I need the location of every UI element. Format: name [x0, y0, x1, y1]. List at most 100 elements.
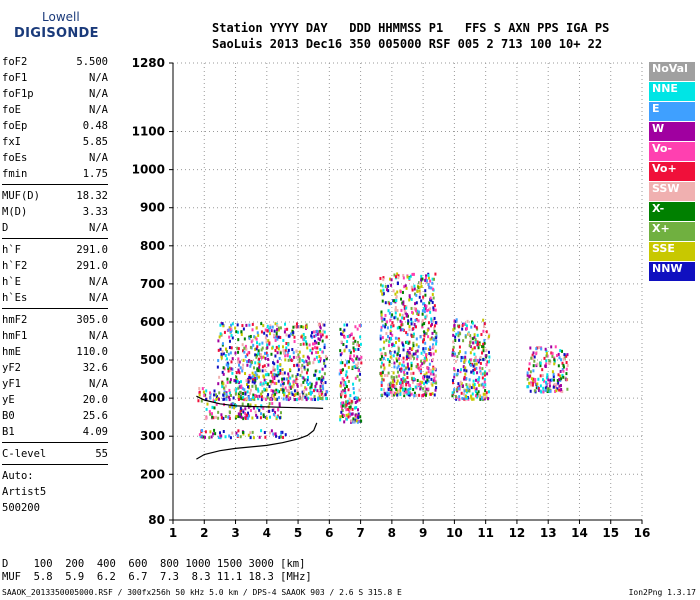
echo-point	[407, 388, 410, 392]
echo-point	[221, 385, 224, 389]
echo-point	[275, 391, 278, 395]
echo-point	[319, 332, 322, 336]
echo-point	[413, 394, 416, 398]
echo-point	[461, 397, 464, 401]
digisonde-logo: Lowell DIGISONDE	[14, 10, 104, 44]
echo-point	[402, 360, 405, 364]
echo-point	[548, 359, 551, 363]
echo-point	[416, 383, 419, 387]
echo-point	[470, 325, 473, 329]
echo-point	[551, 370, 554, 374]
echo-point	[408, 296, 411, 300]
echo-point	[473, 362, 476, 366]
echo-point	[419, 369, 422, 373]
echo-point	[425, 279, 428, 283]
echo-point	[462, 365, 465, 369]
echo-point	[296, 398, 299, 402]
x-tick-label: 10	[446, 526, 463, 540]
echo-point	[226, 365, 229, 369]
echo-point	[399, 381, 402, 385]
echo-point	[418, 295, 421, 299]
echo-point	[393, 350, 396, 354]
echo-point	[470, 396, 473, 400]
echo-point	[251, 375, 254, 379]
echo-point	[427, 370, 430, 374]
echo-point	[401, 316, 404, 320]
echo-point	[292, 325, 295, 329]
echo-point	[472, 369, 475, 373]
echo-point	[406, 275, 409, 279]
echo-point	[349, 353, 352, 357]
echo-point	[535, 347, 538, 351]
echo-point	[419, 335, 422, 339]
y-tick-label: 900	[140, 201, 165, 215]
echo-point	[273, 374, 276, 378]
echo-point	[299, 373, 302, 377]
echo-point	[380, 380, 383, 384]
echo-point	[355, 406, 358, 410]
echo-point	[269, 415, 272, 419]
echo-point	[464, 335, 467, 339]
param-value: N/A	[89, 222, 108, 234]
echo-point	[269, 324, 272, 328]
echo-point	[420, 394, 423, 398]
echo-point	[559, 369, 562, 373]
echo-point	[237, 392, 240, 396]
echo-point	[390, 278, 393, 282]
echo-point	[222, 386, 225, 390]
echo-point	[292, 331, 295, 335]
echo-point	[349, 356, 352, 360]
echo-point	[482, 395, 485, 399]
echo-point	[319, 326, 322, 330]
echo-point	[305, 342, 308, 346]
echo-point	[238, 391, 241, 395]
param-name: h`Es	[2, 292, 28, 304]
echo-point	[560, 377, 563, 381]
echo-point	[415, 317, 418, 321]
echo-point	[265, 416, 268, 420]
echo-point	[396, 370, 399, 374]
echo-point	[421, 312, 424, 316]
echo-point	[341, 401, 344, 405]
echo-point	[282, 338, 285, 342]
echo-point	[560, 388, 563, 392]
echo-point	[435, 339, 438, 343]
echo-point	[545, 349, 548, 353]
echo-point	[432, 367, 435, 371]
echo-point	[213, 389, 216, 393]
echo-point	[223, 392, 226, 396]
echo-point	[344, 383, 347, 387]
echo-point	[284, 349, 287, 353]
echo-point	[293, 393, 296, 397]
echo-point	[201, 428, 204, 432]
y-tick-label: 200	[140, 467, 165, 481]
echo-point	[248, 414, 251, 418]
echo-point	[310, 382, 313, 386]
echo-point	[556, 387, 559, 391]
echo-point	[217, 410, 220, 414]
echo-point	[271, 325, 274, 329]
echo-point	[321, 396, 324, 400]
echo-point	[300, 325, 303, 329]
echo-point	[463, 368, 466, 372]
echo-point	[453, 367, 456, 371]
echo-point	[235, 414, 238, 418]
echo-point	[482, 329, 485, 333]
echo-point	[469, 336, 472, 340]
echo-point	[298, 397, 301, 401]
echo-point	[406, 340, 409, 344]
echo-point	[229, 380, 232, 384]
echo-point	[306, 396, 309, 400]
echo-point	[454, 338, 457, 342]
echo-point	[242, 349, 245, 353]
echo-point	[389, 325, 392, 329]
echo-point	[380, 374, 383, 378]
param-name: yF1	[2, 378, 21, 390]
echo-point	[246, 360, 249, 364]
echo-point	[453, 326, 456, 330]
echo-point	[314, 388, 317, 392]
echo-point	[254, 404, 257, 408]
echo-point	[266, 329, 269, 333]
echo-point	[482, 345, 485, 349]
echo-point	[342, 379, 345, 383]
